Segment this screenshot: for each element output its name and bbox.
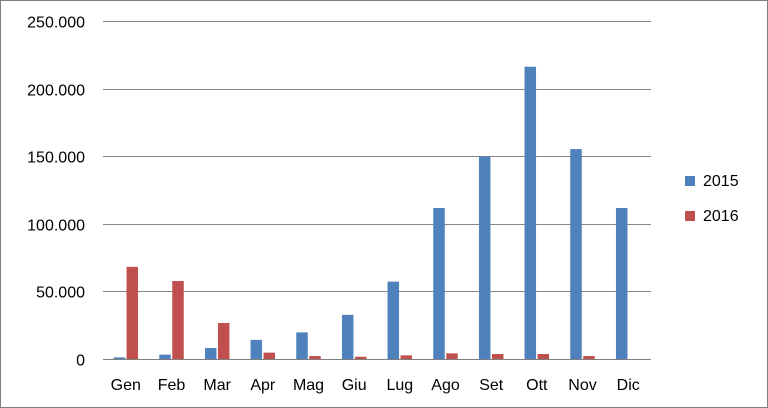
- x-tick-label: Set: [479, 377, 504, 394]
- legend-swatch-2016: [685, 211, 695, 221]
- legend-label-2016: 2016: [703, 208, 739, 225]
- bar-2015-Gen: [113, 357, 126, 360]
- y-tick-label: 200.000: [27, 83, 85, 100]
- x-tick-label: Ott: [526, 377, 548, 394]
- y-axis-tick-labels: 0 50.000 100.000 150.000 200.000 250.000: [27, 15, 85, 370]
- bar-2015-Giu: [341, 314, 354, 360]
- bar-2015-Mar: [204, 347, 217, 360]
- bar-2016-Ago: [446, 353, 458, 360]
- bar-2016-Gen: [126, 266, 139, 360]
- x-tick-label: Giu: [342, 377, 367, 394]
- bar-2016-Set: [491, 354, 504, 360]
- legend-label-2015: 2015: [703, 173, 739, 190]
- legend: 2015 2016: [685, 173, 739, 225]
- x-tick-label: Mar: [203, 377, 231, 394]
- bars: [113, 66, 628, 360]
- bar-2015-Nov: [570, 149, 582, 360]
- bar-2015-Lug: [387, 281, 400, 360]
- x-axis-tick-labels: Gen Feb Mar Apr Mag Giu Lug Ago Set Ott Nov Dic: [111, 377, 640, 394]
- bar-2015-Feb: [159, 354, 171, 360]
- bar-2015-Ago: [433, 208, 445, 360]
- bar-2016-Apr: [263, 352, 276, 360]
- bar-2016-Giu: [354, 356, 367, 360]
- bar-2016-Mar: [217, 322, 230, 360]
- bar-2016-Lug: [400, 355, 413, 360]
- x-tick-label: Lug: [386, 377, 413, 394]
- bar-2016-Nov: [583, 356, 595, 360]
- y-tick-label: 50.000: [36, 285, 85, 302]
- x-tick-label: Nov: [568, 377, 596, 394]
- bar-2016-Mag: [309, 356, 321, 360]
- y-tick-label: 100.000: [27, 218, 85, 235]
- bar-2015-Dic: [615, 208, 628, 360]
- y-tick-label: 0: [76, 353, 85, 370]
- x-tick-label: Mag: [293, 377, 324, 394]
- x-tick-label: Ago: [431, 377, 460, 394]
- bar-2016-Ott: [537, 354, 550, 360]
- bar-2015-Mag: [296, 332, 308, 360]
- bar-2015-Ott: [524, 66, 537, 360]
- y-tick-label: 250.000: [27, 15, 85, 32]
- bar-2015-Set: [478, 156, 491, 360]
- bar-2015-Apr: [250, 339, 263, 360]
- x-tick-label: Dic: [617, 377, 640, 394]
- x-tick-label: Feb: [158, 377, 186, 394]
- gridlines: [103, 21, 651, 292]
- legend-swatch-2015: [685, 176, 695, 186]
- x-tick-label: Apr: [250, 377, 276, 394]
- x-tick-label: Gen: [111, 377, 141, 394]
- y-tick-label: 150.000: [27, 150, 85, 167]
- bar-2016-Feb: [172, 281, 184, 360]
